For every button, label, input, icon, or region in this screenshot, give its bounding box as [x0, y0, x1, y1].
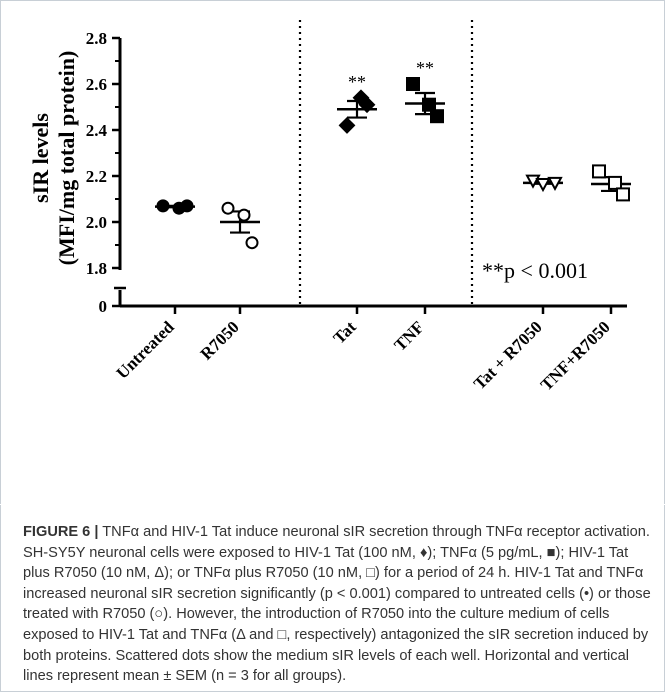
figure-caption: FIGURE 6 | TNFα and HIV-1 Tat induce neu… [23, 522, 653, 687]
data-point [406, 77, 420, 91]
divider [0, 504, 665, 505]
y-tick-label: 1.8 [86, 259, 107, 278]
x-tick-label: TNF+R7050 [537, 317, 614, 394]
data-point [358, 96, 376, 114]
chart-marks: ** ** [155, 58, 631, 250]
y-tick-label: 2.2 [86, 167, 107, 186]
y-axis-label-line2: (MFI/mg total protein) [54, 51, 79, 266]
significance-marker: ** [416, 58, 434, 78]
x-tick-label: Tat [329, 317, 360, 348]
data-point [422, 97, 436, 112]
caption-body: SH-SY5Y neuronal cells were exposed to H… [23, 544, 651, 685]
caption-title: TNFα and HIV-1 Tat induce neuronal sIR s… [98, 524, 650, 540]
data-point [221, 201, 235, 215]
y-tick-label: 2.8 [86, 29, 107, 48]
data-point [616, 187, 630, 202]
chart: 1.8 2.0 2.2 2.4 2.6 2.8 0 Untreated R7050 Tat TNF T… [28, 20, 631, 394]
significance-annotation: **p < 0.001 [482, 258, 588, 283]
data-point [245, 236, 259, 250]
data-point [547, 176, 563, 191]
y-tick-label: 2.0 [86, 213, 107, 232]
significance-marker: ** [348, 72, 366, 92]
y-tick-label: 2.4 [86, 121, 108, 140]
data-point [535, 178, 551, 193]
x-tick-label: Untreated [113, 317, 179, 383]
x-tick-label: R7050 [197, 317, 243, 363]
data-point [180, 199, 194, 213]
y-tick-label: 2.6 [86, 75, 107, 94]
y-tick-label: 0 [99, 297, 108, 316]
data-point [592, 164, 606, 179]
figure-label: FIGURE 6 | [23, 524, 99, 540]
data-point [237, 208, 251, 222]
data-point [156, 199, 170, 213]
x-tick-label: TNF [390, 317, 427, 354]
data-point [430, 109, 444, 124]
x-tick-label: Tat + R7050 [470, 317, 546, 393]
data-point [608, 175, 622, 190]
y-axis-label-line1: sIR levels [28, 113, 53, 203]
data-point [338, 116, 356, 134]
